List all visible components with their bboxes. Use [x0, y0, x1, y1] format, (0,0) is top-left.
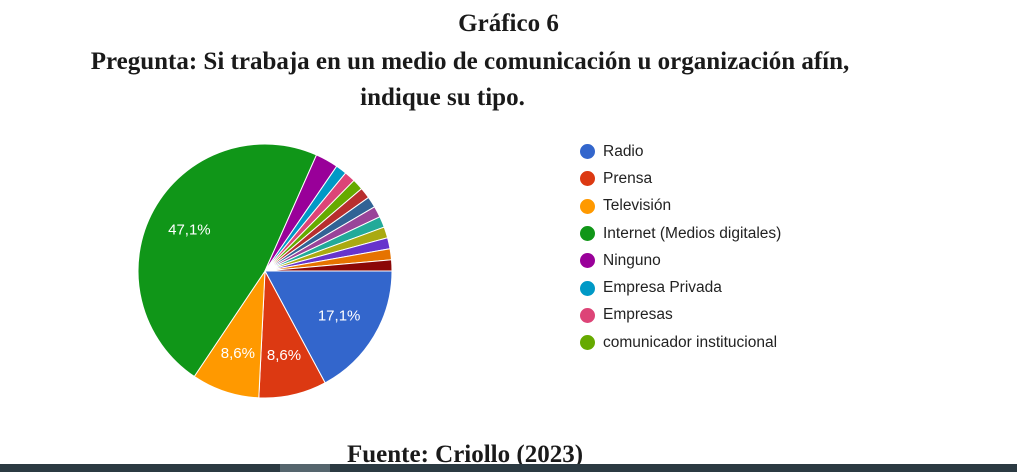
figure-question-line-1: Pregunta: Si trabaja en un medio de comu…: [90, 48, 850, 75]
legend-item[interactable]: Prensa: [580, 165, 781, 192]
legend-label: Empresas: [603, 306, 673, 324]
legend-label: comunicador institucional: [603, 333, 778, 351]
legend-swatch: [580, 171, 595, 187]
slice-value-label: 17,1%: [318, 307, 361, 324]
slice-value-label: 47,1%: [168, 221, 211, 238]
scrollbar-thumb[interactable]: [280, 464, 330, 472]
pie-chart: 17,1% 8,6% 8,6% 47,1%: [137, 143, 393, 399]
legend-swatch: [580, 144, 595, 160]
pie-slices: [137, 143, 393, 399]
legend-label: Internet (Medios digitales): [603, 224, 782, 242]
chart-legend: Radio Prensa Televisión Internet (Medios di…: [580, 138, 781, 356]
legend-item[interactable]: Radio: [580, 138, 781, 165]
figure-question-line-2: indique su tipo.: [360, 84, 525, 111]
legend-swatch: [580, 280, 595, 296]
legend-label: Prensa: [603, 169, 653, 187]
legend-label: Ninguno: [603, 251, 661, 269]
horizontal-scrollbar[interactable]: [0, 464, 1017, 472]
legend-swatch: [580, 335, 595, 351]
figure-title: Gráfico 6: [458, 10, 559, 37]
slice-value-label: 8,6%: [221, 345, 255, 362]
legend-swatch: [580, 307, 595, 323]
pie-slice-radio[interactable]: [264, 270, 393, 384]
slice-value-label: 8,6%: [267, 347, 301, 364]
legend-item[interactable]: comunicador institucional: [580, 329, 781, 356]
pie-slice-15[interactable]: [264, 259, 393, 272]
legend-label: Televisión: [603, 197, 672, 215]
legend-item[interactable]: Empresas: [580, 302, 781, 329]
legend-swatch: [580, 226, 595, 242]
legend-item[interactable]: Televisión: [580, 193, 781, 220]
legend-item[interactable]: Ninguno: [580, 247, 781, 274]
legend-swatch: [580, 253, 595, 269]
legend-item[interactable]: Empresa Privada: [580, 274, 781, 301]
pie-slice-internet-medios-digitales-[interactable]: [137, 143, 318, 378]
legend-label: Empresa Privada: [603, 279, 722, 297]
legend-label: Radio: [603, 142, 644, 160]
pie-slice-labels: 17,1% 8,6% 8,6% 47,1%: [168, 221, 360, 364]
legend-swatch: [580, 198, 595, 214]
figure-source: Fuente: Criollo (2023): [346, 441, 584, 468]
legend-item[interactable]: Internet (Medios digitales): [580, 220, 781, 247]
